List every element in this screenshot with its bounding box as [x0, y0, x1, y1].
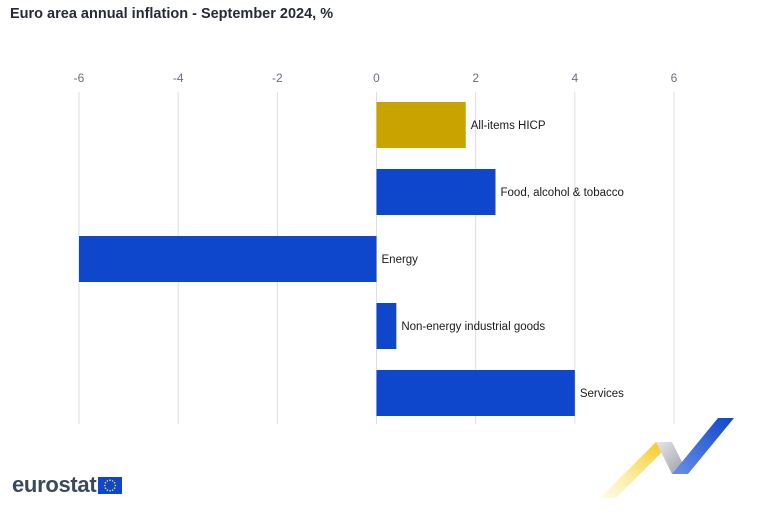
flag-star [112, 479, 114, 482]
flag-star [114, 486, 116, 489]
flag-star [105, 486, 107, 489]
bar-label: Energy [382, 254, 419, 266]
flag-star [104, 484, 106, 486]
bar [376, 370, 575, 416]
flag-star [106, 479, 109, 482]
eurostat-decorative-arrow [600, 418, 734, 498]
bar-label: Services [580, 388, 624, 400]
flag-star [109, 489, 112, 492]
bar-label: All-items HICP [471, 120, 546, 132]
bar-labels: All-items HICP Food, alcohol & tobacco Ene… [382, 120, 625, 400]
x-tick-label: -4 [173, 71, 184, 85]
bar [376, 102, 466, 148]
flag-star [106, 488, 109, 491]
bar [79, 236, 377, 282]
chart-title: Euro area annual inflation - September 2… [10, 6, 334, 22]
flag-star [114, 481, 116, 484]
bar-chart: -6 -4 -2 0 2 4 6 All-items HICP Food, alcohol &… [74, 71, 678, 424]
x-tick-label: 2 [472, 71, 479, 85]
x-axis-ticks: -6 -4 -2 0 2 4 6 [74, 71, 678, 85]
eu-flag-icon [98, 476, 123, 494]
x-tick-label: 4 [571, 71, 578, 85]
bar [376, 169, 496, 215]
flag-star [112, 488, 114, 491]
eurostat-logo-text: eurostat [12, 472, 97, 497]
x-tick-label: -6 [74, 71, 85, 85]
flag-star [114, 484, 117, 486]
flag-star [109, 478, 112, 481]
bar [376, 303, 397, 349]
bar-label: Non-energy industrial goods [401, 321, 545, 333]
eurostat-logo: eurostat [12, 472, 123, 498]
bars [79, 102, 575, 416]
bar-label: Food, alcohol & tobacco [501, 187, 624, 199]
x-tick-label: 6 [671, 71, 678, 85]
flag-star [105, 481, 107, 484]
x-tick-label: 0 [373, 71, 380, 85]
x-tick-label: -2 [272, 71, 283, 85]
